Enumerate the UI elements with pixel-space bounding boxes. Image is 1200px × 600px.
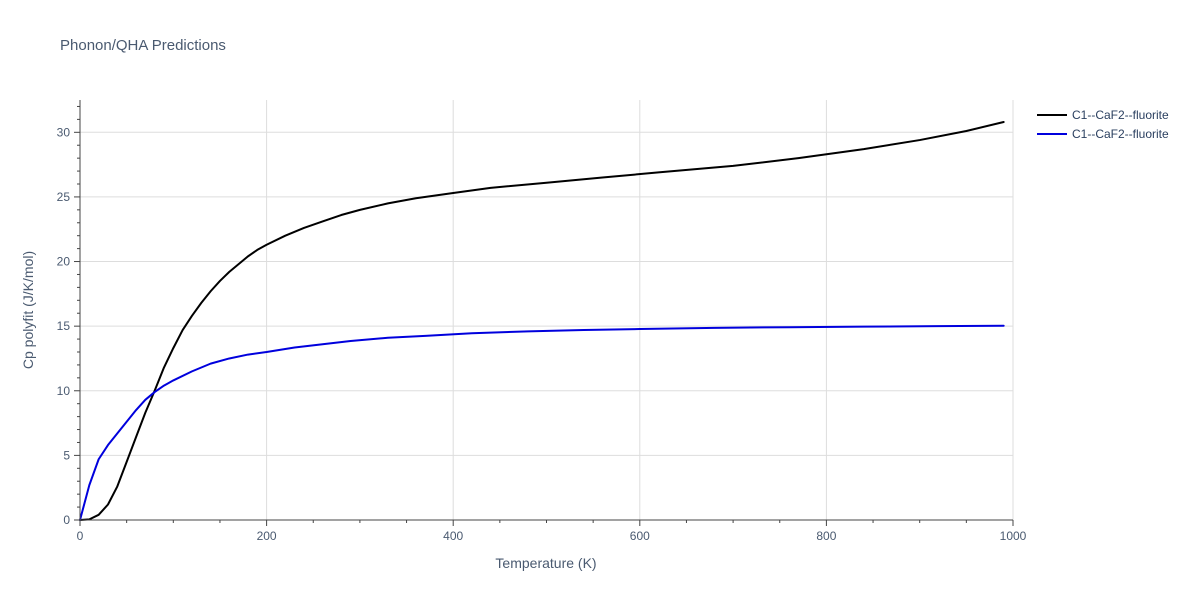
series-line-2 bbox=[79, 324, 1005, 521]
series-lines bbox=[79, 120, 1005, 521]
x-gridlines bbox=[266, 100, 1014, 520]
y-gridlines bbox=[80, 131, 1013, 456]
y-tick-label: 25 bbox=[57, 190, 71, 204]
y-tick-label: 10 bbox=[57, 384, 71, 398]
legend-label-1: C1--CaF2--fluorite bbox=[1072, 108, 1169, 122]
x-tick-label: 200 bbox=[257, 529, 277, 543]
x-tick-label: 0 bbox=[77, 529, 84, 543]
y-axis-title: Cp polyfit (J/K/mol) bbox=[20, 251, 36, 369]
y-tick-label: 0 bbox=[63, 513, 70, 527]
x-tick-label: 1000 bbox=[1000, 529, 1027, 543]
y-tick-label: 20 bbox=[57, 255, 71, 269]
y-tick-label: 5 bbox=[63, 448, 70, 462]
x-tick-label: 400 bbox=[443, 529, 463, 543]
y-tick-label: 15 bbox=[57, 319, 71, 333]
x-tick-label: 800 bbox=[816, 529, 836, 543]
series-line-1 bbox=[79, 120, 1005, 521]
legend: C1--CaF2--fluorite C1--CaF2--fluorite bbox=[1037, 108, 1169, 141]
legend-label-2: C1--CaF2--fluorite bbox=[1072, 127, 1169, 141]
chart-title: Phonon/QHA Predictions bbox=[60, 37, 226, 54]
y-tick-label: 30 bbox=[57, 125, 71, 139]
x-tick-label: 600 bbox=[630, 529, 650, 543]
y-axis-ticks: 0 5 10 15 20 25 30 bbox=[57, 105, 80, 527]
x-axis-title: Temperature (K) bbox=[495, 555, 596, 571]
x-axis-ticks: 0 200 400 600 800 1000 bbox=[77, 520, 1027, 543]
